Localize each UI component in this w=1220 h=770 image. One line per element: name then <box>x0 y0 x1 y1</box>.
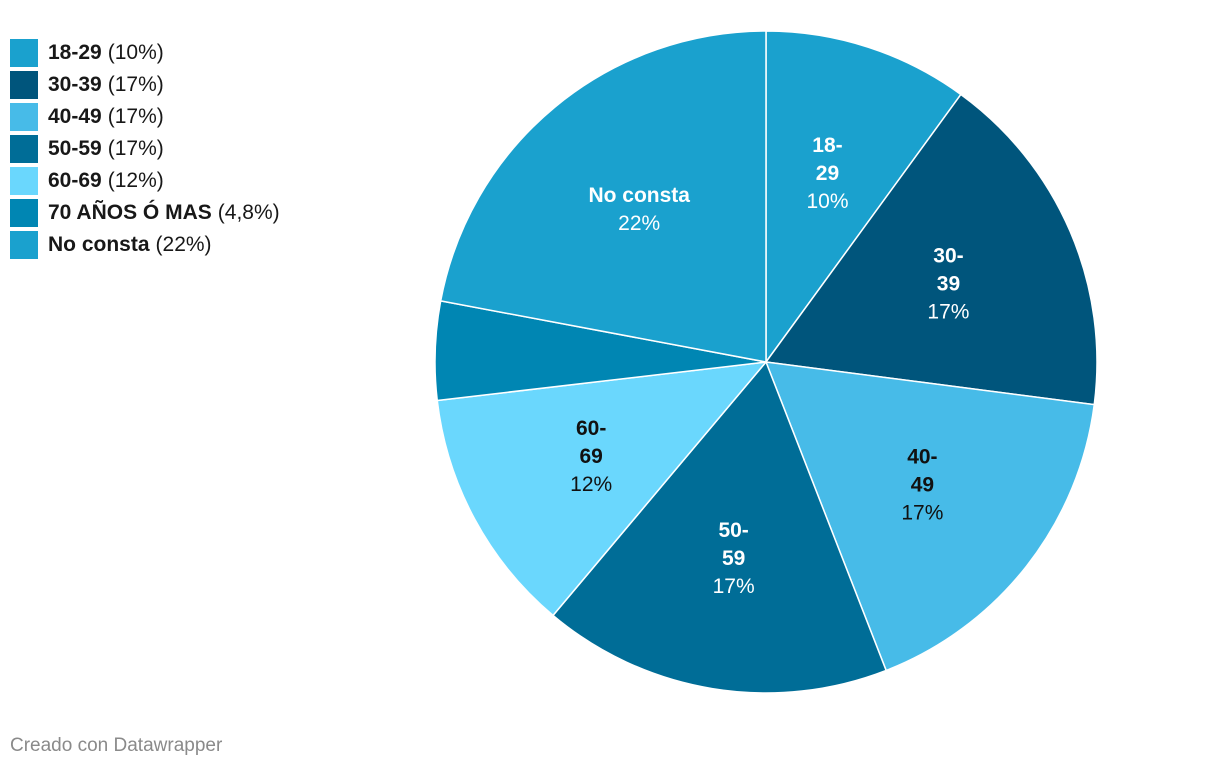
slice-label-name: 29 <box>816 162 839 185</box>
legend-swatch <box>10 167 38 195</box>
slice-label-value: 10% <box>806 190 848 213</box>
slice-label-name: 30- <box>933 245 963 268</box>
legend-value: (10%) <box>107 41 164 64</box>
legend-item-50-59: 50-59 (17%) <box>10 133 340 165</box>
slice-label-18-29: 18- 29 10% <box>806 134 848 213</box>
legend-value: (17%) <box>107 137 164 160</box>
slice-label-name: 18- <box>812 134 842 157</box>
datawrapper-credit: Creado con Datawrapper <box>10 735 223 756</box>
slice-label-name: 40- <box>907 445 937 468</box>
slice-label-60-69: 60- 69 12% <box>570 417 612 496</box>
slice-label-value: 22% <box>618 212 660 235</box>
slice-label-name: 59 <box>722 547 745 570</box>
slice-label-40-49: 40- 49 17% <box>901 445 943 524</box>
slice-label-name: 39 <box>937 273 960 296</box>
legend-label: 40-49 <box>48 105 102 128</box>
slice-label-value: 17% <box>713 575 755 598</box>
legend-swatch <box>10 39 38 67</box>
legend-label: 50-59 <box>48 137 102 160</box>
legend-item-70-anos-o-mas: 70 AÑOS Ó MAS (4,8%) <box>10 197 340 229</box>
legend-label: 30-39 <box>48 73 102 96</box>
pie-slice-50-59 <box>552 361 887 694</box>
legend-value: (22%) <box>155 233 212 256</box>
slice-labels: 18- 29 10% 30- 39 17% 40- 49 17% 50- 59 17% 60- 69 12%… <box>570 134 969 598</box>
legend-label: 70 AÑOS Ó MAS <box>48 201 212 224</box>
legend-swatch <box>10 231 38 259</box>
legend-item-60-69: 60-69 (12%) <box>10 165 340 197</box>
legend-value: (17%) <box>107 105 164 128</box>
legend-swatch <box>10 103 38 131</box>
legend-item-40-49: 40-49 (17%) <box>10 101 340 133</box>
pie-slice-18-29 <box>765 30 962 363</box>
slice-label-value: 17% <box>927 301 969 324</box>
slice-label-value: 12% <box>570 473 612 496</box>
chart-legend: 18-29 (10%) 30-39 (17%) 40-49 (17%) 50-59 (17%)… <box>10 37 340 261</box>
slice-label-50-59: 50- 59 17% <box>713 519 755 598</box>
legend-value: (17%) <box>107 73 164 96</box>
legend-swatch <box>10 135 38 163</box>
pie-slice-40-49 <box>765 361 1095 672</box>
legend-item-18-29: 18-29 (10%) <box>10 37 340 69</box>
legend-label: No consta <box>48 233 150 256</box>
pie-slice-no-consta <box>439 30 767 363</box>
legend-label: 18-29 <box>48 41 102 64</box>
slice-label-value: 17% <box>901 501 943 524</box>
legend-swatch <box>10 71 38 99</box>
slice-label-name: 60- <box>576 417 606 440</box>
pie-slice-60-69 <box>436 361 767 617</box>
legend-value: (4,8%) <box>217 201 280 224</box>
legend-item-30-39: 30-39 (17%) <box>10 69 340 101</box>
slice-label-name: 50- <box>718 519 748 542</box>
slice-label-no-consta: No consta 22% <box>588 184 690 235</box>
slice-label-name: 49 <box>911 473 934 496</box>
legend-item-no-consta: No consta (22%) <box>10 229 340 261</box>
slice-label-name: 69 <box>579 445 602 468</box>
slice-label-name: No consta <box>588 184 690 207</box>
legend-value: (12%) <box>107 169 164 192</box>
pie-slice-30-39 <box>765 93 1098 406</box>
slice-label-30-39: 30- 39 17% <box>927 245 969 324</box>
legend-swatch <box>10 199 38 227</box>
legend-label: 60-69 <box>48 169 102 192</box>
